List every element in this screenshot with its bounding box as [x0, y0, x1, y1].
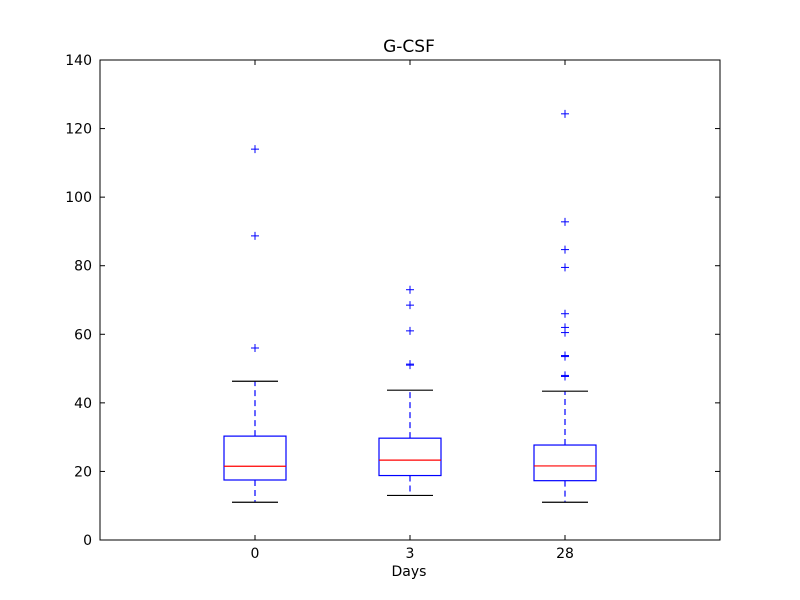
iqr-box [533, 444, 597, 482]
outlier-point [251, 145, 259, 154]
x-tick-label: 28 [556, 546, 574, 562]
outlier-point [561, 371, 569, 380]
outlier-point [406, 301, 414, 310]
box-plot-3 [378, 285, 442, 497]
plot-content [223, 109, 597, 503]
y-tick-label: 140 [65, 53, 92, 69]
outlier-point [561, 217, 569, 226]
box-plot-28 [533, 109, 597, 503]
outlier-point [406, 360, 414, 369]
y-axis: 0 20 40 60 80 100 120 140 [65, 53, 720, 549]
outlier-point [561, 109, 569, 118]
x-axis: 0 3 28 [251, 60, 574, 562]
iqr-box [378, 437, 442, 477]
y-tick-label: 100 [65, 190, 92, 206]
outlier-point [561, 309, 569, 318]
y-tick-label: 120 [65, 122, 92, 138]
outlier-point [251, 231, 259, 240]
x-tick-label: 3 [406, 546, 415, 562]
outlier-point [406, 285, 414, 294]
y-tick-label: 80 [74, 259, 92, 275]
outlier-point [561, 351, 569, 360]
outlier-point [406, 326, 414, 335]
outlier-point [561, 323, 569, 332]
x-tick-label: 0 [251, 546, 260, 562]
outlier-point [251, 344, 259, 352]
y-tick-label: 0 [83, 533, 92, 549]
y-tick-label: 40 [74, 396, 92, 412]
y-tick-label: 60 [74, 327, 92, 343]
y-tick-label: 20 [74, 464, 92, 480]
plot-frame [99, 59, 721, 541]
outlier-point [561, 263, 569, 272]
iqr-box [223, 435, 287, 481]
chart-title: G-CSF [383, 37, 435, 57]
box-plot-0 [223, 145, 287, 503]
x-axis-label: Days [392, 564, 427, 580]
outlier-point [561, 245, 569, 254]
